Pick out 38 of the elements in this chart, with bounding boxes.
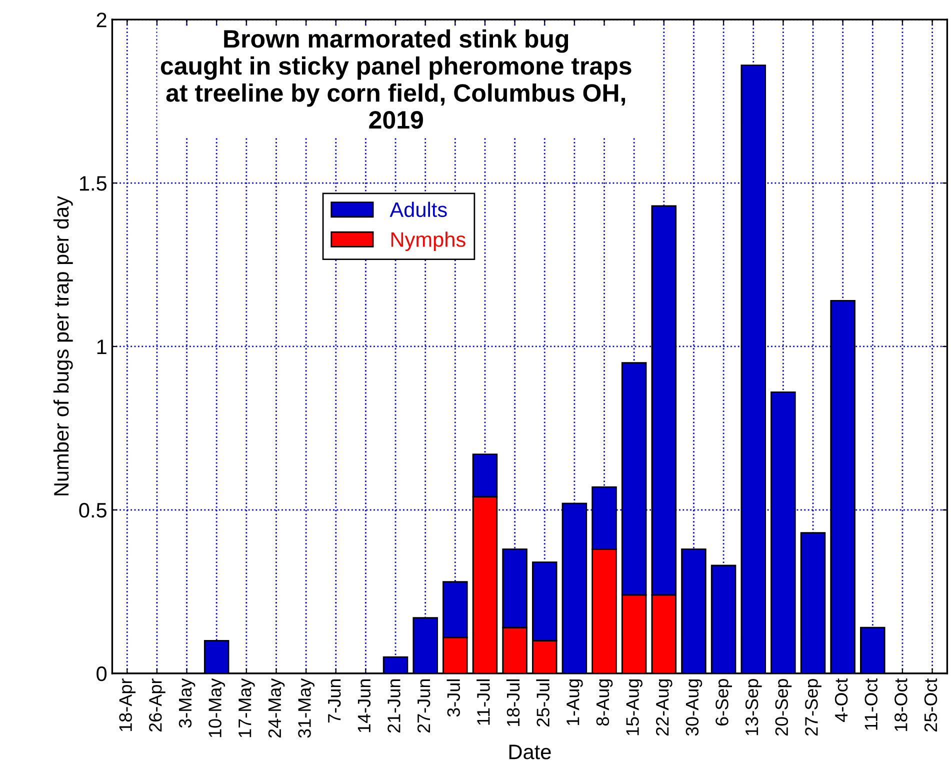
y-tick-label: 0.5 bbox=[79, 502, 106, 518]
x-tick-label: 18-Jul bbox=[506, 679, 520, 726]
x-tick-label: 25-Jul bbox=[536, 679, 550, 727]
x-tick-label: 13-Sep bbox=[745, 678, 762, 736]
x-tick-label: 3-May bbox=[178, 678, 196, 728]
x-tick-label: 24-May bbox=[268, 678, 285, 738]
x-tick-label: 8-Aug bbox=[596, 679, 613, 726]
y-tick-label: 0 bbox=[96, 666, 107, 682]
x-tick-label: 10-May bbox=[208, 678, 226, 738]
x-tick-label: 18-Oct bbox=[894, 678, 908, 732]
x-tick-label: 25-Oct bbox=[924, 678, 938, 732]
x-tick-label: 17-May bbox=[238, 678, 255, 738]
x-tick-label: 27-Jun bbox=[417, 679, 430, 733]
text: Brown marmorated stink bug caught in sticky panel pheromone traps at treeline by corn field, Columbus OH, 2019 bbox=[160, 29, 632, 129]
legend-label: Adults bbox=[390, 202, 447, 218]
x-tick-label: 7-Jun bbox=[328, 679, 341, 722]
x-tick-label: 27-Sep bbox=[805, 678, 822, 736]
x-tick-label: 30-Aug bbox=[686, 679, 702, 736]
x-tick-label: 18-Apr bbox=[119, 678, 136, 732]
y-tick-label: 1.5 bbox=[80, 176, 106, 191]
x-tick-label: 21-Jun bbox=[388, 679, 400, 733]
y-axis-title: Number of bugs per trap per day bbox=[53, 196, 73, 496]
y-tick-label: 1 bbox=[97, 340, 106, 354]
y-tick-label: 2 bbox=[96, 12, 106, 28]
x-tick-label: 1-Aug bbox=[566, 679, 583, 726]
x-tick-label: 6-Sep bbox=[716, 678, 732, 726]
legend-label: Nymphs bbox=[391, 232, 466, 252]
x-tick-label: 31-May bbox=[298, 678, 314, 738]
x-tick-label: 11-Oct bbox=[864, 678, 878, 730]
x-axis-title: Date bbox=[509, 744, 551, 760]
x-tick-label: 14-Jun bbox=[358, 679, 371, 732]
x-tick-label: 26-Apr bbox=[149, 678, 166, 732]
x-tick-label: 3-Jul bbox=[446, 679, 460, 717]
x-tick-label: 15-Aug bbox=[626, 679, 642, 736]
x-tick-label: 20-Sep bbox=[775, 678, 792, 736]
x-tick-label: 11-Jul bbox=[476, 679, 490, 725]
x-tick-label: 22-Aug bbox=[656, 679, 672, 736]
x-tick-label: 4-Oct bbox=[834, 678, 848, 722]
